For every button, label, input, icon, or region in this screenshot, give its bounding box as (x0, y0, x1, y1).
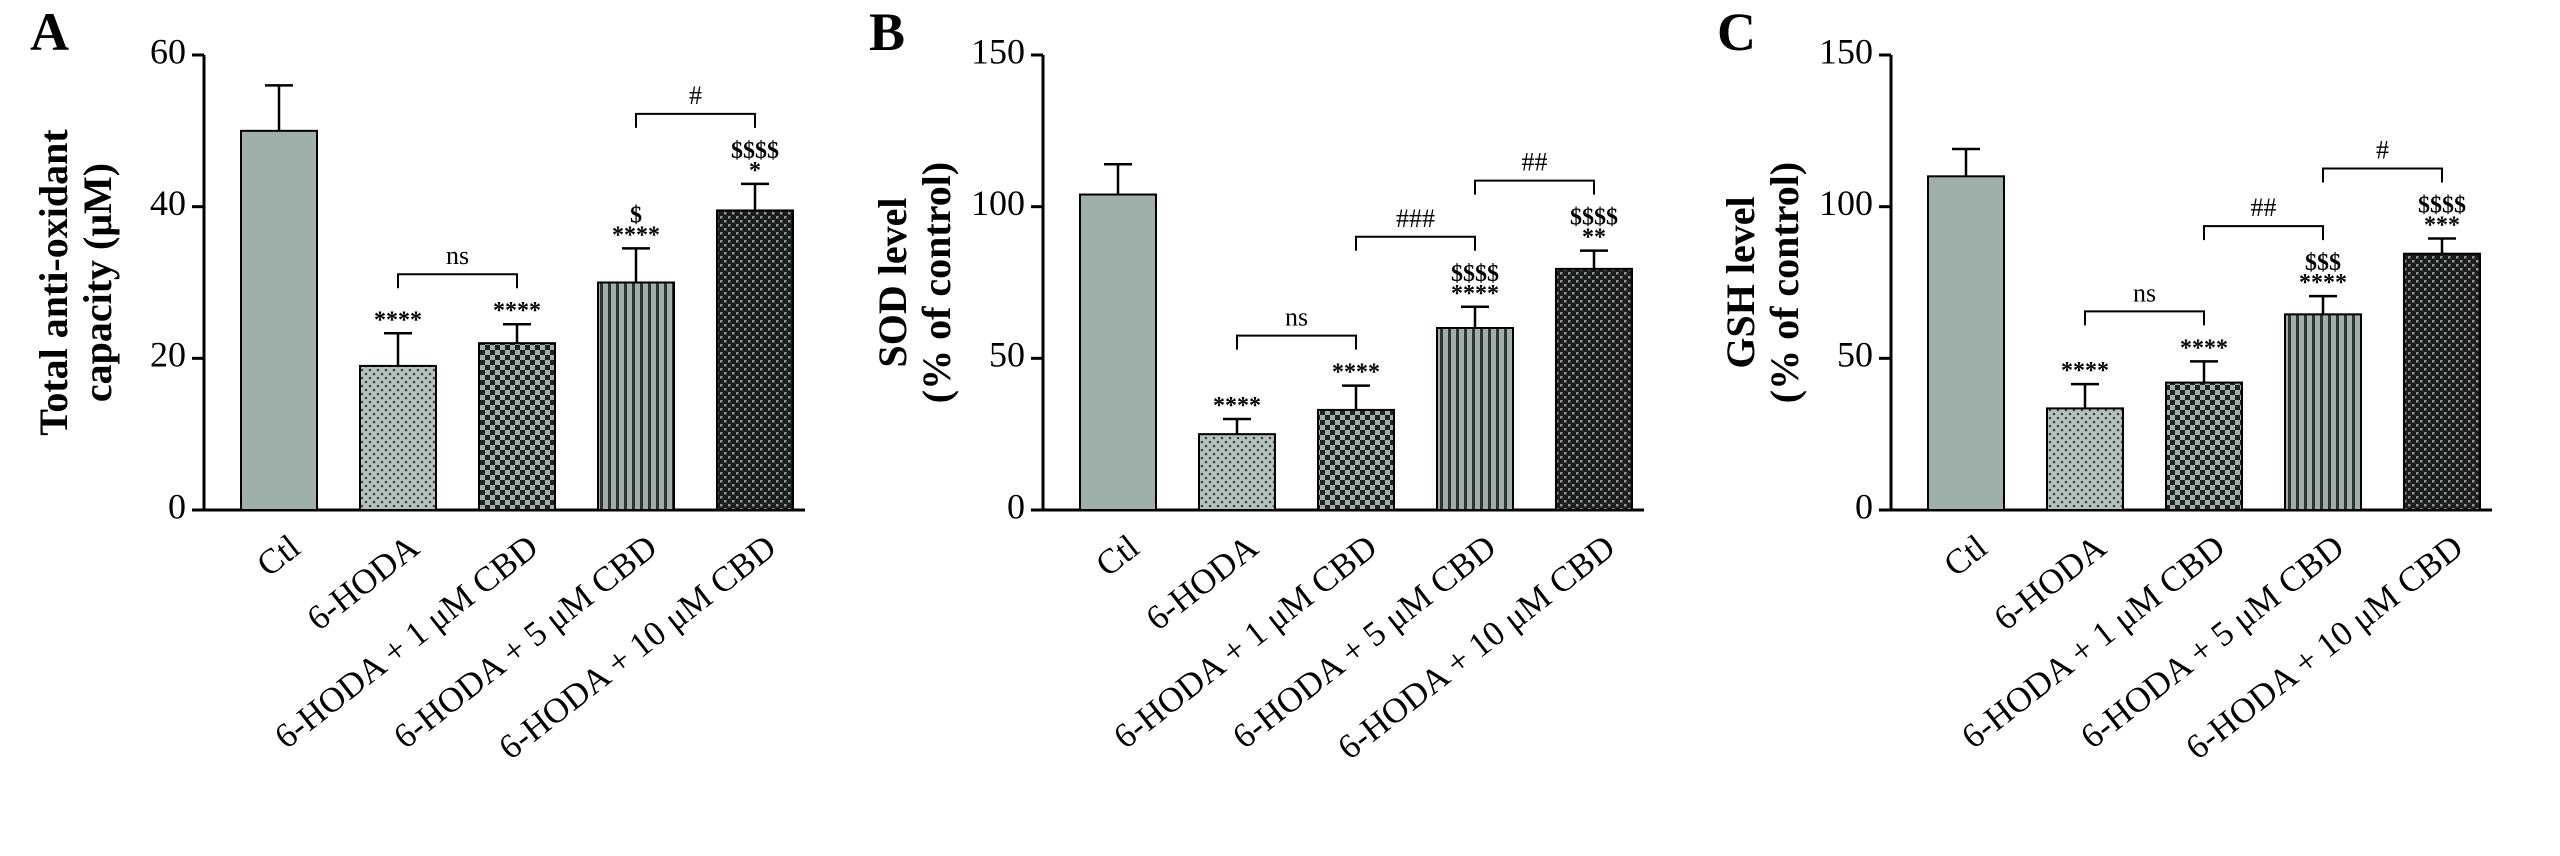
bracket-label: ns (1285, 303, 1308, 332)
bar (359, 364, 437, 511)
error-bar (2428, 237, 2456, 254)
bar (1555, 267, 1633, 511)
bracket-label: ## (2251, 193, 2277, 222)
bracket-label: ns (2133, 278, 2156, 307)
significance-bracket (1236, 334, 1357, 350)
error-bar (1223, 417, 1251, 435)
y-tick-label: 50 (989, 335, 1025, 375)
significance-label: $$$$ (2418, 193, 2466, 219)
significance-label: * (749, 158, 761, 184)
significance-bracket (1474, 179, 1595, 195)
error-bar (1104, 162, 1132, 195)
significance-label: ** (1582, 225, 1606, 251)
bar (2046, 407, 2124, 511)
significance-bracket (635, 112, 756, 128)
error-bar (2190, 360, 2218, 383)
panel-letter: B (869, 2, 905, 62)
x-tick-label: Ctl (249, 527, 307, 584)
significance-label: **** (1451, 281, 1499, 307)
x-tick-label: Ctl (1088, 527, 1146, 584)
bracket-label: ns (446, 241, 469, 270)
significance-label: *** (2424, 213, 2460, 239)
bar (478, 342, 556, 511)
significance-label: $$$$ (1451, 261, 1499, 287)
error-bar (1461, 305, 1489, 328)
significance-bracket (397, 273, 518, 289)
bar (597, 281, 675, 511)
bar (1079, 193, 1157, 512)
bar (1436, 327, 1514, 511)
y-tick-label: 100 (971, 183, 1025, 223)
significance-label: **** (493, 298, 541, 324)
significance-bracket (2203, 225, 2324, 241)
y-tick-label: 0 (1855, 486, 1873, 526)
y-tick-label: 0 (168, 486, 186, 526)
bar (2403, 252, 2481, 512)
bracket-label: ### (1396, 204, 1435, 233)
error-bar (622, 247, 650, 283)
significance-label: **** (2061, 358, 2109, 384)
bar (1927, 175, 2005, 511)
error-bar (741, 182, 769, 211)
significance-label: $$$ (2305, 250, 2341, 276)
significance-label: **** (2180, 335, 2228, 361)
error-bar (503, 322, 531, 344)
bar (2165, 381, 2243, 512)
bar (240, 129, 318, 511)
bar (1198, 433, 1276, 511)
bar (1317, 408, 1395, 511)
bracket-label: # (689, 81, 702, 110)
y-tick-label: 40 (150, 183, 186, 223)
significance-label: **** (374, 307, 422, 333)
error-bar (2071, 382, 2099, 409)
error-bar (1952, 147, 1980, 177)
error-bar (1342, 384, 1370, 410)
y-axis-label: SOD level (870, 198, 915, 368)
bracket-label: # (2376, 136, 2389, 165)
significance-label: **** (1332, 360, 1380, 386)
panel-letter: A (30, 2, 69, 62)
significance-label: $ (630, 202, 642, 228)
panel-letter: C (1717, 2, 1756, 62)
significance-bracket (2084, 310, 2205, 326)
y-axis-label: (% of control) (914, 162, 959, 403)
error-bar (384, 332, 412, 366)
bar (2284, 313, 2362, 511)
y-tick-label: 0 (1007, 486, 1025, 526)
y-tick-label: 60 (150, 31, 186, 71)
significance-label: **** (2299, 270, 2347, 296)
y-tick-label: 100 (1819, 183, 1873, 223)
y-tick-label: 50 (1837, 335, 1873, 375)
error-bar (1580, 249, 1608, 269)
significance-bracket (2322, 167, 2443, 183)
y-tick-label: 150 (971, 31, 1025, 71)
y-axis-label: (% of control) (1762, 162, 1807, 403)
bracket-label: ## (1522, 148, 1548, 177)
y-tick-label: 150 (1819, 31, 1873, 71)
significance-label: $$$$ (1570, 205, 1618, 231)
y-axis-label: Total anti-oxidant (31, 129, 76, 436)
y-tick-label: 20 (150, 335, 186, 375)
significance-label: **** (612, 222, 660, 248)
error-bar (265, 84, 293, 131)
bar (716, 209, 794, 511)
significance-label: **** (1213, 393, 1261, 419)
significance-label: $$$$ (731, 138, 779, 164)
x-tick-label: Ctl (1936, 527, 1994, 584)
y-axis-label: GSH level (1718, 196, 1763, 368)
y-axis-label: capacity (μM) (75, 163, 120, 402)
significance-bracket (1355, 235, 1476, 251)
error-bar (2309, 294, 2337, 315)
